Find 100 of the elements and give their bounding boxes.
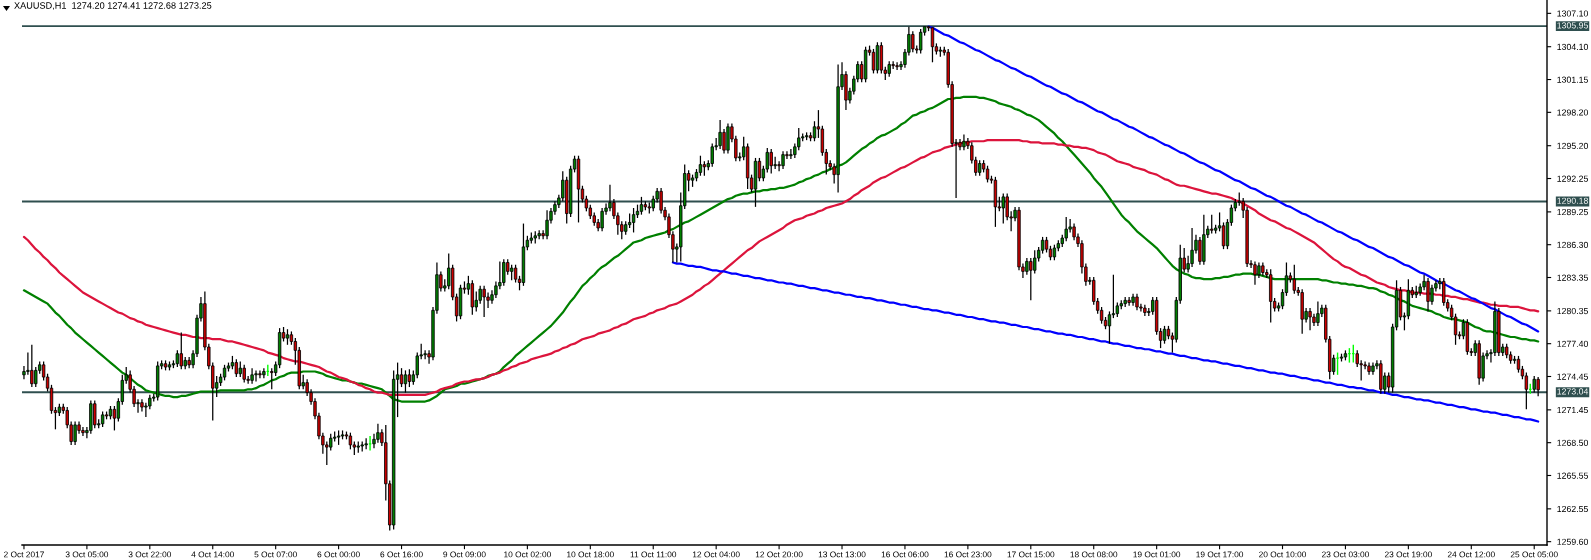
y-tick-label: 1280.35 xyxy=(1557,307,1588,315)
x-tick-label: 12 Oct 20:00 xyxy=(755,551,803,558)
y-tick-label: 1292.25 xyxy=(1557,175,1588,182)
line-series xyxy=(22,139,1540,396)
candlestick xyxy=(93,399,97,429)
x-tick-label: 25 Oct 05:00 xyxy=(1510,551,1558,558)
candlestick xyxy=(1292,264,1296,295)
candlestick xyxy=(470,279,474,316)
chart-title: XAUUSD,H1 1274.20 1274.41 1272.68 1273.25 xyxy=(14,2,212,10)
x-tick-label: 24 Oct 12:00 xyxy=(1447,551,1495,558)
candlestick xyxy=(399,367,404,388)
y-tick-label: 1295.20 xyxy=(1557,142,1589,149)
candlestick xyxy=(1221,221,1226,250)
candlestick xyxy=(258,369,262,379)
candlestick xyxy=(1442,277,1446,307)
candlestick xyxy=(710,142,714,168)
candlestick xyxy=(73,420,77,446)
candlestick xyxy=(1253,260,1257,286)
x-tick-label: 23 Oct 03:00 xyxy=(1322,551,1369,558)
line-series xyxy=(671,261,1540,423)
candlestick xyxy=(871,48,876,75)
y-tick-label: 1301.15 xyxy=(1557,76,1588,83)
x-tick-label: 19 Oct 01:00 xyxy=(1133,551,1181,558)
candlestick xyxy=(545,209,549,240)
candlestick xyxy=(1001,192,1005,225)
y-tick-label: 1283.35 xyxy=(1557,274,1588,281)
y-tick-label: 1286.30 xyxy=(1557,241,1589,248)
x-tick-label: 16 Oct 23:00 xyxy=(944,551,992,558)
candlestick xyxy=(1107,310,1112,345)
candlestick xyxy=(1198,236,1202,266)
x-tick-label: 19 Oct 17:00 xyxy=(1196,551,1244,558)
candlestick xyxy=(1308,307,1312,331)
y-tick-label: 1307.10 xyxy=(1557,10,1589,17)
y-tick-label: 1274.45 xyxy=(1557,373,1588,380)
candlestick xyxy=(1335,351,1340,376)
candlestick xyxy=(30,344,34,388)
x-tick-label: 2 Oct 2017 xyxy=(4,551,44,558)
x-tick-label: 11 Oct 11:00 xyxy=(630,551,677,558)
y-tick-label: 1265.55 xyxy=(1557,472,1588,479)
candlestick xyxy=(1316,300,1320,327)
candlestick xyxy=(376,423,380,444)
candlestick xyxy=(769,148,773,175)
x-tick-label: 12 Oct 04:00 xyxy=(692,551,740,558)
candlestick xyxy=(930,27,935,63)
candlestick xyxy=(502,258,506,287)
candlestick xyxy=(919,28,923,55)
candlestick xyxy=(962,133,966,151)
candlestick xyxy=(608,184,612,212)
x-tick-label: 3 Oct 05:00 xyxy=(65,551,109,558)
candlestick xyxy=(600,207,604,232)
candlestick xyxy=(403,369,408,394)
candlestick xyxy=(911,30,915,53)
candlestick xyxy=(1210,214,1214,235)
candlestick xyxy=(112,405,117,432)
candlestick xyxy=(891,60,895,70)
x-tick-label: 10 Oct 18:00 xyxy=(567,551,614,558)
x-tick-label: 4 Oct 14:00 xyxy=(191,551,234,558)
x-tick-label: 13 Oct 13:00 xyxy=(818,551,866,558)
x-tick-label: 18 Oct 08:00 xyxy=(1070,551,1118,558)
candlestick xyxy=(726,122,730,155)
y-tick-label: 1262.55 xyxy=(1557,505,1588,513)
candlestick xyxy=(812,120,817,142)
candlestick xyxy=(1033,249,1037,275)
candlestick xyxy=(250,367,254,385)
candlestick xyxy=(254,369,258,383)
x-tick-label: 17 Oct 15:00 xyxy=(1007,551,1055,558)
x-tick-label: 6 Oct 16:00 xyxy=(380,551,423,558)
candlestick xyxy=(718,119,722,150)
candlestick xyxy=(270,367,274,390)
candlestick xyxy=(262,367,266,379)
x-tick-label: 10 Oct 02:00 xyxy=(504,551,551,558)
candlestick xyxy=(895,61,899,71)
candlestick xyxy=(1430,284,1434,306)
x-tick-label: 3 Oct 22:00 xyxy=(128,551,172,558)
x-tick-label: 16 Oct 06:00 xyxy=(881,551,929,558)
candlestick xyxy=(364,437,368,450)
ref-line-label: 1290.18 xyxy=(1557,197,1588,204)
x-tick-label: 23 Oct 19:00 xyxy=(1384,551,1432,558)
y-tick-label: 1277.40 xyxy=(1557,340,1589,347)
candlestick xyxy=(1536,376,1540,397)
ref-line-label: 1273.04 xyxy=(1557,388,1589,395)
candlestick xyxy=(797,127,801,151)
ref-line-label: 1305.95 xyxy=(1557,22,1588,29)
y-tick-label: 1304.10 xyxy=(1557,43,1589,50)
y-tick-label: 1268.50 xyxy=(1557,439,1589,446)
candlestick xyxy=(81,426,85,437)
x-tick-label: 6 Oct 00:00 xyxy=(317,551,360,558)
candlestick xyxy=(1029,257,1033,301)
candlestick xyxy=(482,285,486,318)
x-tick-label: 20 Oct 10:00 xyxy=(1259,551,1307,558)
y-tick-label: 1289.25 xyxy=(1557,208,1588,216)
candlestick xyxy=(140,398,144,413)
candlestick xyxy=(1127,296,1131,307)
y-tick-label: 1298.20 xyxy=(1557,109,1589,116)
candlestick xyxy=(1426,277,1430,313)
y-tick-label: 1271.45 xyxy=(1557,406,1588,414)
y-tick-label: 1259.60 xyxy=(1557,538,1589,545)
x-tick-label: 9 Oct 09:00 xyxy=(443,551,486,558)
x-tick-label: 5 Oct 07:00 xyxy=(254,551,297,558)
candlestick xyxy=(179,331,183,370)
